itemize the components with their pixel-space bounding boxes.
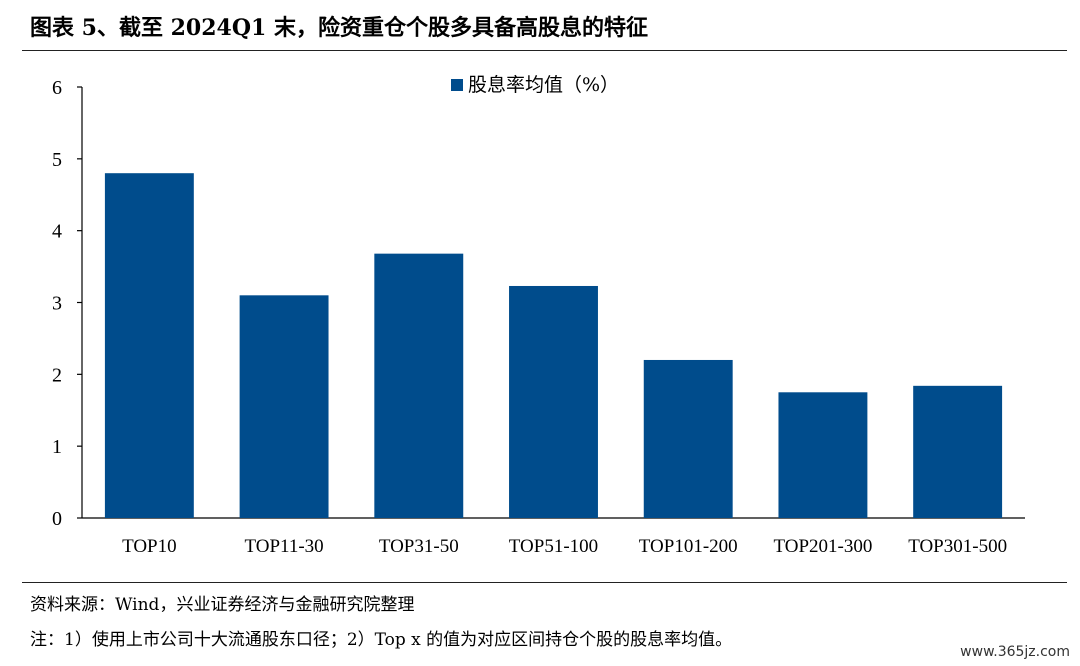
x-tick-label: TOP301-500 — [908, 536, 1007, 557]
legend-swatch — [451, 79, 463, 91]
source-text: 资料来源：Wind，兴业证券经济与金融研究院整理 — [30, 595, 415, 615]
bars — [104, 173, 1003, 519]
y-tick-label: 6 — [52, 77, 62, 99]
bar-top51-100 — [509, 285, 598, 518]
legend-label: 股息率均值（%） — [468, 74, 619, 96]
y-tick-label: 5 — [52, 149, 62, 171]
top-rule — [22, 50, 1067, 51]
x-tick-label: TOP10 — [122, 536, 177, 557]
bar-top201-300 — [778, 392, 868, 518]
y-tick-label: 0 — [52, 508, 62, 530]
bar-top31-50 — [374, 253, 464, 519]
y-tick-label: 3 — [52, 293, 62, 315]
watermark: www.365jz.com — [960, 644, 1070, 660]
x-tick-label: TOP101-200 — [639, 536, 738, 557]
y-axis: 0 1 2 3 4 5 6 — [52, 77, 83, 530]
y-tick-label: 2 — [52, 364, 62, 386]
bar-top301-500 — [913, 385, 1003, 518]
bar-top10 — [104, 173, 194, 518]
bar-top11-30 — [239, 295, 329, 518]
y-tick-label: 4 — [52, 221, 62, 243]
x-tick-label: TOP11-30 — [244, 536, 323, 557]
note-text: 注：1）使用上市公司十大流通股东口径；2）Top x 的值为对应区间持仓个股的股… — [30, 630, 733, 650]
x-tick-label: TOP51-100 — [509, 536, 598, 557]
x-tick-label: TOP31-50 — [379, 536, 459, 557]
legend: 股息率均值（%） — [451, 74, 619, 96]
chart-title: 图表 5、截至 2024Q1 末，险资重仓个股多具备高股息的特征 — [30, 15, 648, 41]
y-tick-label: 1 — [52, 436, 62, 458]
bottom-rule — [22, 582, 1067, 583]
x-tick-label: TOP201-300 — [773, 536, 872, 557]
x-axis: TOP10 TOP11-30 TOP31-50 TOP51-100 TOP101-200… — [82, 517, 1025, 557]
bar-top101-200 — [643, 359, 733, 518]
